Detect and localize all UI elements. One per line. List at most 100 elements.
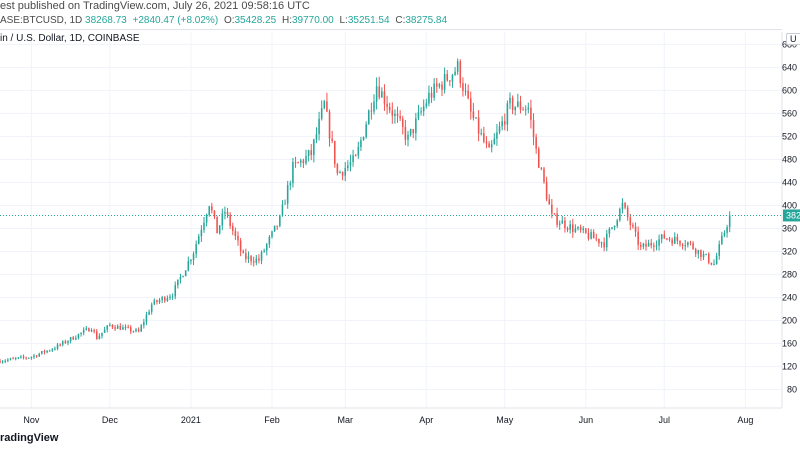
candle-body: [456, 61, 459, 72]
candle-body: [197, 236, 200, 245]
candle-body: [721, 235, 723, 245]
candle-body: [20, 356, 22, 358]
candle-body: [569, 224, 571, 230]
candle-body: [161, 297, 163, 301]
candle-body: [145, 314, 148, 323]
candle-body: [399, 116, 401, 119]
candle-body: [475, 117, 477, 119]
candle-body: [409, 129, 412, 135]
candle-body: [679, 240, 681, 245]
y-tick-label: 120: [782, 362, 797, 372]
candle-body: [263, 250, 265, 252]
candle-body: [286, 185, 289, 204]
y-tick-label: 160: [782, 339, 797, 349]
candle-body: [72, 337, 75, 340]
candle-body: [728, 215, 731, 228]
candle-body: [276, 225, 279, 227]
x-tick-label: Jul: [659, 415, 671, 425]
y-tick-label: 240: [782, 293, 797, 303]
candle-body: [51, 349, 54, 351]
candle-body: [299, 160, 302, 163]
candle-body: [192, 253, 195, 260]
candle-body: [611, 227, 613, 229]
candle-body: [25, 357, 27, 359]
candle-body: [103, 329, 106, 333]
y-tick-label: 560: [782, 108, 797, 118]
candle-body: [255, 258, 258, 263]
candle-body: [69, 337, 72, 342]
y-tick-label: 80: [787, 385, 797, 395]
candle-body: [718, 244, 721, 256]
candle-body: [713, 264, 715, 266]
candle-body: [231, 225, 234, 232]
candle-body: [535, 136, 537, 149]
candle-body: [472, 111, 475, 118]
candle-body: [668, 238, 671, 240]
candle-body: [234, 231, 237, 236]
scale-mode-button[interactable]: U: [786, 33, 800, 45]
candle-body: [208, 206, 211, 215]
y-tick-label: 440: [782, 177, 797, 187]
candle-body: [43, 351, 46, 353]
candle-body: [247, 256, 250, 260]
candle-body: [582, 228, 585, 231]
y-tick-label: 520: [782, 131, 797, 141]
candle-body: [681, 244, 684, 246]
candle-body: [715, 255, 718, 265]
candle-body: [205, 214, 208, 223]
candle-body: [109, 324, 111, 326]
candle-body: [211, 206, 213, 211]
candle-body: [537, 148, 540, 168]
candle-body: [558, 223, 561, 225]
candle-body: [14, 358, 17, 360]
candle-body: [35, 355, 38, 357]
candle-body: [477, 117, 480, 134]
candle-body: [64, 341, 67, 343]
candle-body: [522, 109, 524, 111]
candle-body: [493, 138, 496, 145]
candle-body: [7, 359, 9, 361]
candle-body: [252, 261, 255, 263]
candle-body: [650, 243, 653, 246]
candle-body: [318, 118, 320, 135]
candle-body: [273, 225, 276, 232]
candle-body: [530, 107, 532, 121]
price-axis[interactable]: 6806406005605204804404003603202802402001…: [781, 30, 797, 408]
candle-body: [446, 73, 449, 81]
candle-body: [27, 357, 30, 359]
candle-body: [116, 325, 119, 329]
candle-body: [373, 101, 375, 112]
last-price-label: 382: [786, 210, 800, 220]
candle-body: [93, 330, 95, 332]
candle-body: [666, 238, 668, 240]
candle-body: [574, 228, 577, 232]
open-label: O:: [223, 15, 235, 26]
candle-body: [655, 245, 658, 247]
candle-body: [229, 214, 231, 226]
candle-body: [268, 236, 271, 245]
candle-body: [349, 162, 352, 166]
candle-body: [95, 331, 98, 340]
candle-body: [305, 156, 307, 164]
candle-body: [443, 73, 446, 90]
candle-body: [90, 330, 93, 332]
candle-body: [517, 101, 519, 107]
candles: [0, 58, 731, 364]
candle-body: [203, 222, 205, 230]
candle-body: [540, 167, 543, 169]
candle-body: [616, 220, 619, 226]
candle-body: [454, 71, 456, 75]
time-axis[interactable]: Nov Dec 2021 Feb Mar Apr May Jun Jul Aug: [0, 407, 782, 425]
y-tick-label: 360: [782, 223, 797, 233]
candle-body: [127, 326, 129, 328]
candle-body: [30, 357, 33, 359]
candle-body: [182, 276, 184, 278]
candle-body: [250, 256, 252, 262]
candle-body: [362, 137, 365, 141]
candle-body: [726, 227, 728, 233]
candle-body: [166, 298, 169, 301]
ohlc-readout: ASE:BTCUSD, 1D 38268.73 +2840.47 (+8.02%…: [0, 15, 450, 29]
candle-body: [101, 332, 103, 336]
header-divider: [0, 29, 782, 30]
